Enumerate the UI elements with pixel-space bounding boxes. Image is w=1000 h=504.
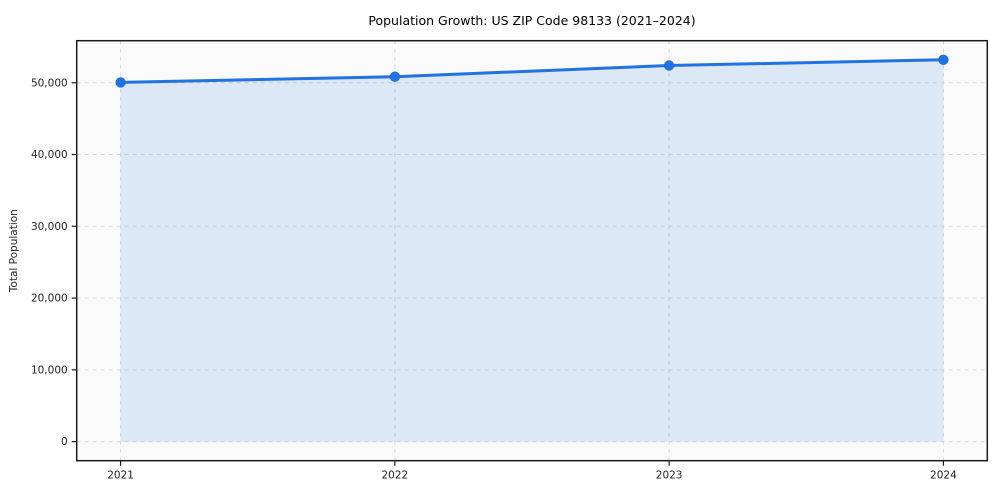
trend-line — [119, 58, 945, 84]
area-fill — [120, 59, 944, 442]
chart-title: Population Growth: US ZIP Code 98133 (20… — [368, 13, 695, 28]
y-tick-label-0: 0 — [61, 436, 68, 448]
y-tick-label-50,000: 50,000 — [31, 77, 68, 89]
x-tick-label-2021: 2021 — [107, 470, 134, 482]
x-axis: 2021 2022 2023 2024 — [107, 460, 957, 482]
y-tick-label-30,000: 30,000 — [31, 221, 68, 233]
grid-lines — [76, 40, 988, 461]
y-tick-label-40,000: 40,000 — [31, 149, 68, 161]
data-point-2023 — [663, 60, 675, 71]
data-point-markers — [115, 54, 949, 88]
plot-border-spines — [75, 39, 989, 462]
plot-area-background — [76, 40, 988, 461]
x-tick-label-2023: 2023 — [656, 470, 683, 482]
y-tick-label-20,000: 20,000 — [31, 293, 68, 305]
y-axis-label: Total Population — [8, 209, 20, 293]
data-point-2024 — [938, 54, 949, 65]
data-point-2021 — [115, 77, 126, 88]
y-tick-label-10,000: 10,000 — [31, 364, 68, 376]
x-tick-label-2024: 2024 — [930, 470, 957, 482]
data-point-2022 — [389, 71, 401, 82]
y-axis: 0 10,000 20,000 30,000 40,000 50,000 — [31, 77, 77, 448]
x-tick-label-2022: 2022 — [381, 470, 408, 482]
